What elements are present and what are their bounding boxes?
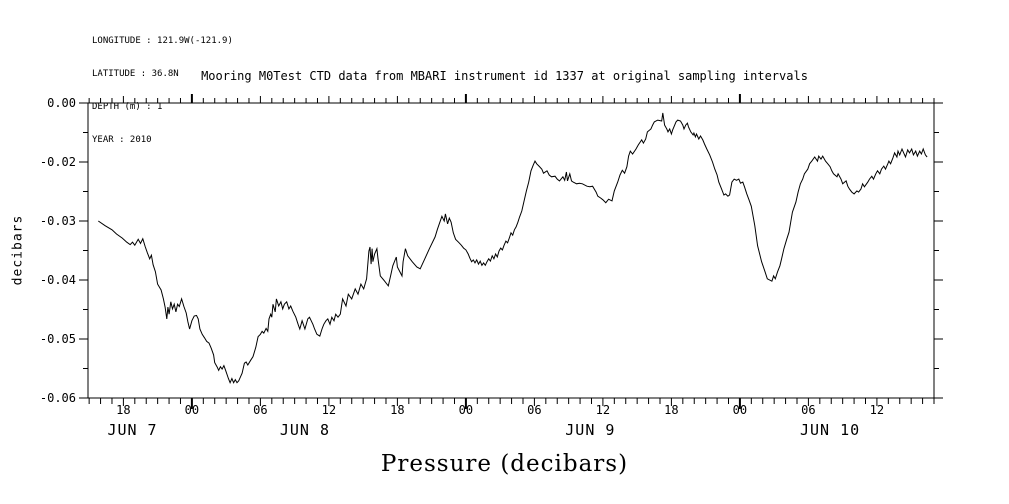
y-tick-label: -0.06 — [39, 391, 76, 405]
plot-frame — [87, 102, 935, 399]
x-tick-label: 12 — [321, 403, 337, 417]
pressure-data-line — [98, 112, 928, 385]
y-tick-label: 0.00 — [47, 96, 76, 110]
metadata-year: YEAR : 2010 — [92, 135, 152, 145]
x-tick-label: 12 — [595, 403, 611, 417]
x-tick-label: 18 — [390, 403, 405, 417]
metadata-longitude: LONGITUDE : 121.9W(-121.9) — [92, 36, 233, 46]
variable-title: Pressure (decibars) — [380, 451, 629, 477]
metadata-block: LONGITUDE : 121.9W(-121.9) LATITUDE : 36… — [92, 14, 233, 168]
y-tick-label: -0.05 — [39, 332, 76, 346]
y-axis-title: decibars — [10, 214, 26, 286]
day-label: JUN 10 — [800, 421, 861, 439]
day-label: JUN 9 — [565, 421, 616, 439]
x-tick-label: 00 — [732, 403, 748, 417]
x-tick-label: 18 — [664, 403, 679, 417]
x-tick-label: 00 — [458, 403, 474, 417]
x-tick-label: 18 — [116, 403, 131, 417]
day-label: JUN 8 — [279, 421, 330, 439]
y-tick-label: -0.03 — [39, 214, 76, 228]
y-tick-label: -0.02 — [39, 155, 76, 169]
metadata-depth: DEPTH (m) : 1 — [92, 102, 163, 112]
x-tick-label: 06 — [527, 403, 542, 417]
chart-title: Mooring M0Test CTD data from MBARI instr… — [201, 69, 808, 83]
x-tick-label: 06 — [253, 403, 268, 417]
y-tick-label: -0.04 — [39, 273, 76, 287]
day-label: JUN 7 — [107, 421, 158, 439]
x-tick-label: 06 — [801, 403, 816, 417]
metadata-latitude: LATITUDE : 36.8N — [92, 69, 179, 79]
x-tick-label: 00 — [184, 403, 200, 417]
x-tick-label: 12 — [869, 403, 885, 417]
